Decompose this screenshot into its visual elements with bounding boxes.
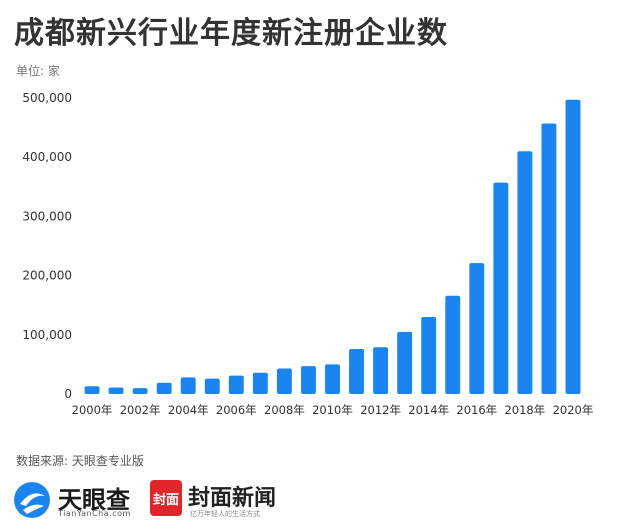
bar-2011年 [349,349,364,394]
fengmian-mark-icon: 封面 [150,480,182,516]
bar-2000年 [84,386,100,394]
bar-2014年 [421,317,437,394]
bar-2017年 [493,182,509,394]
data-source: 数据来源: 天眼查专业版 [16,454,144,468]
x-tick-label: 2004年 [168,403,209,417]
x-tick-label: 2018年 [504,403,545,417]
x-tick-label: 2016年 [456,403,497,417]
x-tick-label: 2020年 [553,403,594,417]
fengmian-slogan: 亿万年轻人的生活方式 [190,510,260,518]
bar-chart: 0 100,000 200,000 300,000 400,000 500,000 200… [22,91,594,417]
x-tick-label: 2012年 [360,403,401,417]
x-tick-label: 2006年 [216,403,257,417]
bar-2004年 [180,377,196,394]
x-tick-label: 2014年 [408,403,449,417]
x-axis: 2000年 2002年 2004年 2006年 2008年 2010年 2012年 2014年… [72,403,594,417]
bar-2015年 [445,295,461,394]
x-tick-label: 2002年 [120,403,161,417]
bar-2019年 [541,123,557,395]
x-tick-label: 2010年 [312,403,353,417]
chart-title: 成都新兴行业年度新注册企业数 [14,16,448,51]
y-tick-label: 300,000 [22,209,72,223]
tianyancha-name: 天眼查 [58,486,130,514]
y-tick-label: 0 [64,387,72,401]
y-tick-label: 100,000 [22,328,72,342]
bar-2001年 [108,387,124,394]
bar-2002年 [132,388,148,394]
footer-logos: 天眼查 TianYanCha.com 封面 封面新闻 亿万年轻人的生活方式 [0,474,640,524]
fengmian-name: 封面新闻 [188,486,277,511]
bar-2003年 [156,382,172,394]
bar-2018年 [517,151,533,394]
bar-2007年 [252,372,268,394]
bar-2010年 [325,364,340,394]
fengmian-logo: 封面 封面新闻 亿万年轻人的生活方式 [150,480,280,524]
bar-2012年 [373,347,389,394]
bar-2013年 [397,331,413,394]
bar-2009年 [301,366,316,394]
bar-2020年 [565,99,581,394]
unit-label: 单位: 家 [16,64,60,78]
y-axis: 0 100,000 200,000 300,000 400,000 500,000 [22,91,72,401]
y-tick-label: 200,000 [22,269,72,283]
bars [84,99,581,395]
bar-2006年 [228,375,244,394]
tianyancha-mark-icon [14,482,50,518]
x-tick-label: 2008年 [264,403,305,417]
tianyancha-url: TianYanCha.com [58,509,131,518]
bar-2016年 [469,263,485,394]
bar-2008年 [276,368,292,394]
x-tick-label: 2000年 [72,403,113,417]
bar-2005年 [204,378,220,394]
y-tick-label: 400,000 [22,150,72,164]
tianyancha-logo: 天眼查 TianYanCha.com [12,478,182,522]
y-tick-label: 500,000 [22,91,72,105]
